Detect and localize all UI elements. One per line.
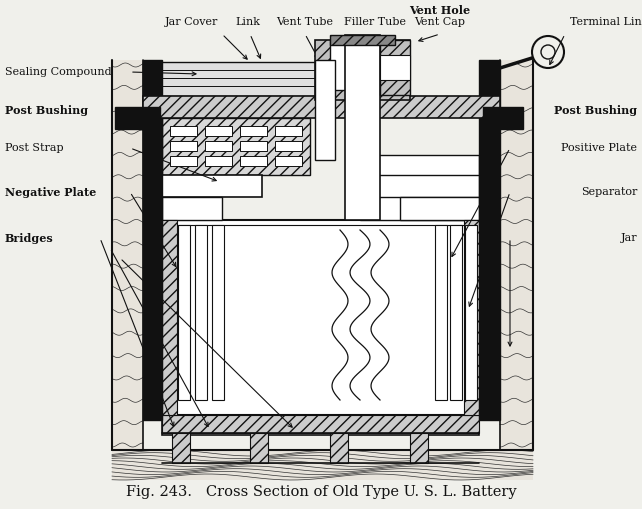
Bar (170, 156, 197, 166)
Text: Vent Hole: Vent Hole (410, 5, 471, 15)
Bar (240, 141, 267, 151)
Bar (205, 156, 232, 166)
Bar (464, 220, 479, 415)
Bar (195, 225, 207, 400)
Text: Post Bushing: Post Bushing (5, 104, 88, 116)
Bar (410, 433, 428, 463)
Bar (500, 60, 533, 450)
Text: Jar Cover: Jar Cover (165, 17, 219, 27)
Bar (167, 225, 474, 415)
Text: Filler Tube: Filler Tube (344, 17, 406, 27)
Bar (162, 415, 479, 433)
Bar (479, 60, 500, 420)
Bar (330, 433, 348, 463)
Text: Vent Tube: Vent Tube (277, 17, 333, 27)
Bar (275, 126, 302, 136)
Bar (275, 156, 302, 166)
Bar (483, 107, 523, 129)
Bar (178, 225, 190, 400)
Bar (170, 126, 197, 136)
Bar (115, 107, 160, 129)
Text: Jar: Jar (620, 233, 637, 243)
Bar (162, 197, 222, 220)
Bar (143, 62, 343, 96)
Bar (205, 126, 232, 136)
Bar (162, 415, 479, 435)
Text: Bridges: Bridges (5, 233, 54, 243)
Bar (162, 175, 262, 197)
Bar (380, 40, 410, 95)
Bar (380, 55, 410, 80)
Bar (212, 225, 224, 400)
Bar (360, 155, 479, 220)
Bar (250, 433, 268, 463)
Text: Vent Cap: Vent Cap (415, 17, 465, 27)
Bar (162, 118, 310, 175)
Text: Fig. 243.   Cross Section of Old Type U. S. L. Battery: Fig. 243. Cross Section of Old Type U. S… (126, 485, 516, 499)
Bar (143, 60, 162, 420)
Text: Terminal Link: Terminal Link (570, 17, 642, 27)
Bar (360, 175, 479, 197)
Text: Separator: Separator (580, 187, 637, 197)
Bar (400, 197, 479, 220)
Bar (330, 35, 395, 45)
Text: Sealing Compound: Sealing Compound (5, 67, 112, 77)
Bar (465, 225, 477, 400)
Bar (112, 60, 143, 450)
Bar (162, 220, 177, 415)
Bar (275, 141, 302, 151)
Bar (330, 40, 395, 90)
Bar (172, 433, 190, 463)
Bar (345, 35, 380, 220)
Bar (170, 141, 197, 151)
Bar (315, 60, 335, 160)
Text: Positive Plate: Positive Plate (561, 143, 637, 153)
Text: Post Strap: Post Strap (5, 143, 64, 153)
Bar (240, 126, 267, 136)
Text: Link: Link (236, 17, 261, 27)
Text: Post Bushing: Post Bushing (554, 104, 637, 116)
Bar (205, 141, 232, 151)
Bar (450, 225, 462, 400)
Bar (162, 220, 479, 415)
Bar (240, 156, 267, 166)
Bar (143, 96, 500, 118)
Bar (315, 40, 410, 100)
Text: Negative Plate: Negative Plate (5, 186, 96, 197)
Bar (112, 450, 533, 480)
Bar (435, 225, 447, 400)
